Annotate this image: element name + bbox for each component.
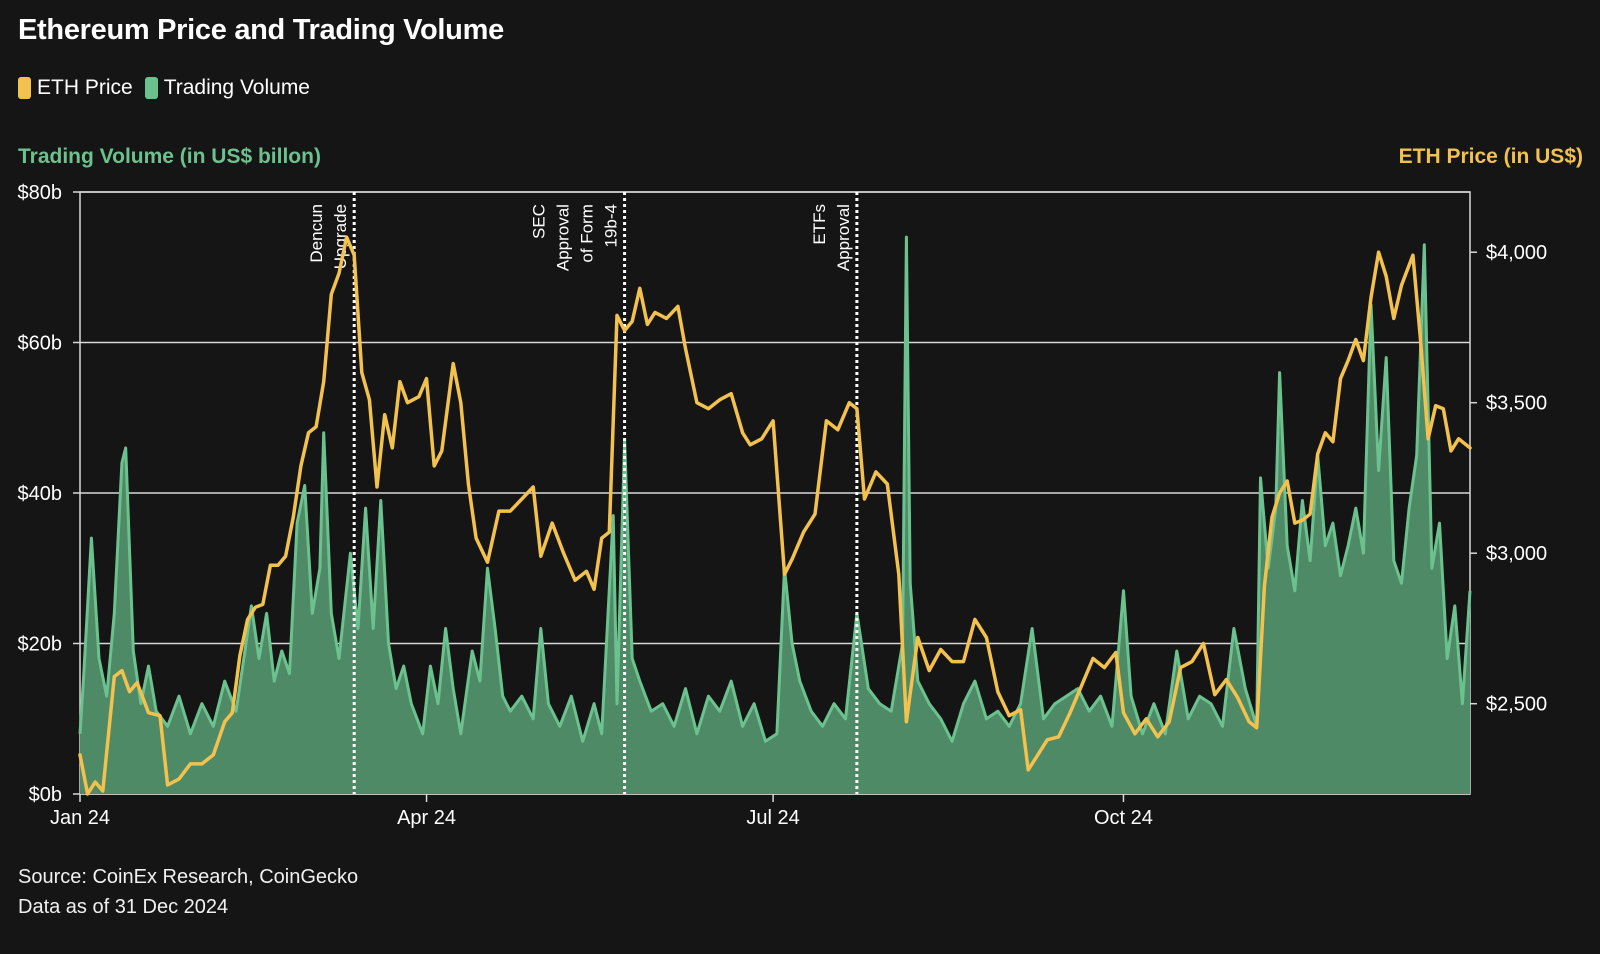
price-line: [78, 235, 1472, 796]
x-tick-label: Oct 24: [1094, 807, 1153, 829]
right-tick-label: $4,000: [1486, 242, 1547, 264]
annotation-label: of Form: [578, 204, 597, 263]
legend: ETH Price Trading Volume: [18, 76, 322, 100]
x-tick-label: Jul 24: [746, 807, 799, 829]
x-tick-label: Apr 24: [397, 807, 456, 829]
legend-label-price: ETH Price: [37, 76, 133, 99]
left-tick-label: $80b: [18, 182, 63, 204]
left-tick-label: $20b: [18, 634, 63, 656]
left-tick-label: $0b: [29, 784, 62, 806]
annotation-label: Upgrade: [331, 204, 350, 269]
source-note: Source: CoinEx Research, CoinGecko Data …: [18, 862, 358, 922]
annotation-label: 19b-4: [602, 204, 621, 247]
left-axis-title: Trading Volume (in US$ billon): [18, 145, 321, 168]
volume-swatch: [144, 77, 158, 99]
annotation-label: SEC: [530, 204, 549, 239]
price-swatch: [18, 77, 31, 99]
left-tick-label: $40b: [18, 483, 63, 505]
annotation-label: Dencun: [307, 204, 326, 263]
chart-title: Ethereum Price and Trading Volume: [18, 14, 504, 46]
annotation-label: Approval: [834, 204, 853, 271]
legend-label-volume: Trading Volume: [163, 76, 310, 99]
right-tick-label: $2,500: [1486, 694, 1547, 716]
annotation-label: Approval: [554, 204, 573, 271]
left-tick-label: $60b: [18, 333, 63, 355]
right-tick-label: $3,000: [1486, 543, 1547, 565]
volume-area: [80, 237, 1470, 795]
volume-line: [78, 235, 1472, 743]
x-tick-label: Jan 24: [50, 807, 110, 829]
right-tick-label: $3,500: [1486, 393, 1547, 415]
right-axis-title: ETH Price (in US$): [1398, 145, 1583, 168]
legend-item-price: ETH Price: [18, 76, 133, 100]
data-date-line: Data as of 31 Dec 2024: [18, 896, 229, 918]
legend-item-volume: Trading Volume: [144, 76, 310, 100]
annotation-label: ETFs: [810, 204, 829, 245]
source-line: Source: CoinEx Research, CoinGecko: [18, 866, 359, 888]
